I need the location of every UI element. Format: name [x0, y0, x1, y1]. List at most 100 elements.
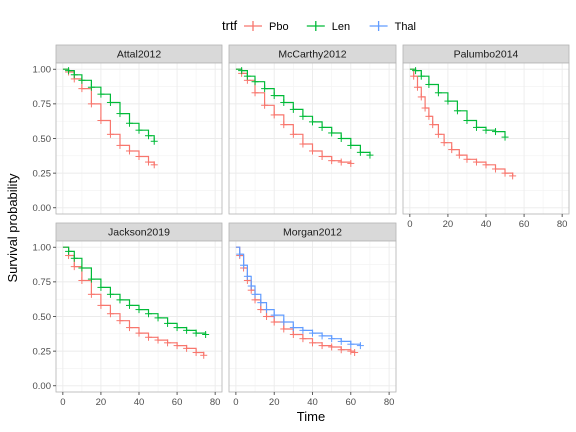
censor-mark [472, 158, 480, 166]
legend-label-thal: Thal [395, 21, 416, 33]
censor-mark [337, 158, 345, 166]
censor-mark [70, 263, 78, 271]
censor-mark [444, 97, 452, 105]
censor-mark [78, 276, 86, 284]
censor-mark [135, 329, 143, 337]
censor-mark [145, 333, 153, 341]
censor-mark [328, 343, 336, 351]
censor-mark [413, 83, 421, 91]
censor-mark [347, 347, 355, 355]
censor-mark [116, 141, 124, 149]
censor-mark [463, 155, 471, 163]
censor-mark [261, 85, 269, 93]
censor-mark [318, 153, 326, 161]
censor-mark [289, 130, 297, 138]
censor-mark [501, 133, 509, 141]
y-tick-label: 0.75 [33, 99, 52, 110]
series-len [62, 246, 210, 339]
censor-mark [299, 140, 307, 148]
censor-mark [164, 339, 172, 347]
censor-mark [482, 126, 490, 134]
x-tick-label: 20 [443, 219, 454, 230]
censor-mark [328, 157, 336, 165]
censor-mark [116, 110, 124, 118]
censor-mark [263, 313, 271, 320]
panel-mccarthy2012: McCarthy2012 [228, 44, 397, 215]
censor-mark [280, 318, 288, 326]
censor-mark [135, 126, 143, 134]
censor-mark [261, 101, 269, 109]
censor-mark [347, 159, 355, 167]
legend-title: trtf [222, 18, 238, 33]
censor-mark [309, 118, 316, 126]
censor-mark [309, 147, 316, 155]
censor-mark [116, 296, 124, 304]
x-tick-label: 60 [519, 219, 530, 230]
censor-mark [299, 335, 307, 343]
y-tick-label: 0.50 [33, 134, 52, 145]
censor-mark [280, 325, 288, 333]
x-tick-label: 60 [346, 397, 357, 408]
censor-mark [78, 76, 86, 84]
x-tick-label: 60 [172, 397, 183, 408]
censor-mark [270, 92, 278, 100]
censor-mark [97, 116, 105, 124]
censor-mark [270, 311, 278, 319]
gridlines [229, 241, 396, 392]
censor-mark [463, 116, 471, 124]
censor-mark [238, 67, 246, 75]
censor-mark [280, 98, 288, 106]
censor-mark [448, 146, 456, 154]
censor-mark [183, 344, 191, 352]
x-tick-label: 80 [210, 397, 221, 408]
censor-mark [455, 151, 463, 159]
censor-mark [263, 306, 271, 314]
gridlines [56, 241, 222, 392]
censor-mark [240, 261, 248, 269]
y-tick-label: 0.25 [33, 346, 52, 357]
censor-mark [328, 335, 336, 343]
legend-item-len: Len [306, 21, 350, 33]
censor-mark [135, 306, 143, 314]
censor-mark [247, 282, 255, 290]
censor-mark [150, 137, 158, 145]
censor-mark [482, 161, 490, 169]
survival-curve [235, 68, 371, 156]
y-tick-label: 0.75 [33, 277, 52, 288]
censor-mark [164, 319, 172, 327]
censor-mark [318, 332, 326, 340]
censor-mark [202, 331, 210, 339]
censor-mark [299, 326, 307, 334]
censor-mark [453, 107, 461, 115]
censor-mark [78, 85, 86, 93]
censor-mark [270, 318, 278, 326]
legend: trtf Pbo Len Thal [222, 18, 416, 33]
censor-mark [351, 349, 359, 357]
censor-mark [200, 351, 208, 359]
censor-mark [243, 272, 251, 280]
censor-mark [78, 264, 86, 272]
x-tick-label: 80 [557, 219, 568, 230]
censor-mark [366, 151, 374, 159]
censor-mark [135, 153, 143, 161]
censor-mark [97, 301, 105, 309]
legend-item-pbo: Pbo [244, 21, 289, 33]
censor-mark [125, 119, 133, 127]
censor-mark [337, 135, 345, 142]
censor-mark [421, 104, 429, 112]
censor-mark [337, 337, 345, 345]
censor-mark [318, 123, 326, 131]
series-len [409, 67, 509, 141]
censor-mark [270, 111, 278, 119]
censor-mark [492, 128, 500, 136]
censor-mark [429, 121, 437, 129]
censor-mark [173, 324, 181, 332]
series-pbo [235, 68, 355, 167]
censor-mark [97, 283, 105, 291]
x-tick-label: 0 [407, 219, 412, 230]
censor-mark [145, 310, 153, 318]
censor-mark [417, 93, 425, 101]
censor-mark [289, 331, 297, 339]
censor-mark [309, 339, 316, 347]
